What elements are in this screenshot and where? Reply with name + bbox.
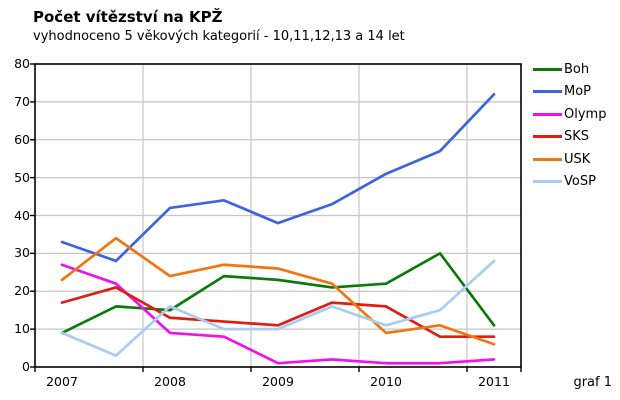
x-axis-label: 2007 xyxy=(46,374,78,389)
legend-item-sks: SKS xyxy=(533,128,589,146)
x-axis-label: 2009 xyxy=(262,374,294,389)
legend-label: Olymp xyxy=(564,106,607,122)
y-axis-label: 10 xyxy=(14,321,30,337)
legend-item-vosp: VoSP xyxy=(533,173,596,191)
legend-item-mop: MoP xyxy=(533,83,591,101)
legend-item-olymp: Olymp xyxy=(533,105,606,123)
legend-swatch-mop xyxy=(533,90,562,94)
chart-note: graf 1 xyxy=(573,375,612,390)
legend-label: USK xyxy=(564,151,591,167)
legend-label: VoSP xyxy=(564,174,596,189)
legend-swatch-usk xyxy=(533,157,562,161)
y-axis-label: 40 xyxy=(14,207,30,223)
legend-label: MoP xyxy=(564,84,592,100)
series-line-mop xyxy=(60,92,496,263)
legend-swatch-vosp xyxy=(533,180,562,183)
y-axis-label: 60 xyxy=(14,131,30,147)
legend-item-boh: Boh xyxy=(533,61,589,79)
legend-label: SKS xyxy=(564,129,590,145)
y-axis-label: 0 xyxy=(22,359,30,374)
legend-item-usk: USK xyxy=(533,150,590,168)
series-line-boh xyxy=(60,252,496,335)
y-axis-label: 20 xyxy=(14,283,30,299)
x-axis-label: 2010 xyxy=(370,374,402,389)
y-axis-label: 70 xyxy=(14,93,30,109)
y-axis-label: 80 xyxy=(14,56,30,71)
x-axis-label: 2011 xyxy=(478,374,510,389)
x-axis-label: 2008 xyxy=(154,374,186,389)
series-line-vosp xyxy=(60,259,496,357)
plot-frame xyxy=(34,63,522,368)
series-line-usk xyxy=(60,236,496,346)
legend-label: Boh xyxy=(564,62,590,77)
chart-title: Počet vítězství na KPŽ xyxy=(33,8,223,26)
y-axis-label: 50 xyxy=(14,169,30,185)
legend-swatch-boh xyxy=(533,68,562,71)
legend-swatch-olymp xyxy=(533,112,562,116)
chart-subtitle: vyhodnoceno 5 věkových kategorií - 10,11… xyxy=(33,29,405,44)
series-line-olymp xyxy=(60,263,496,365)
legend-swatch-sks xyxy=(533,135,562,139)
y-axis-label: 30 xyxy=(14,245,30,261)
